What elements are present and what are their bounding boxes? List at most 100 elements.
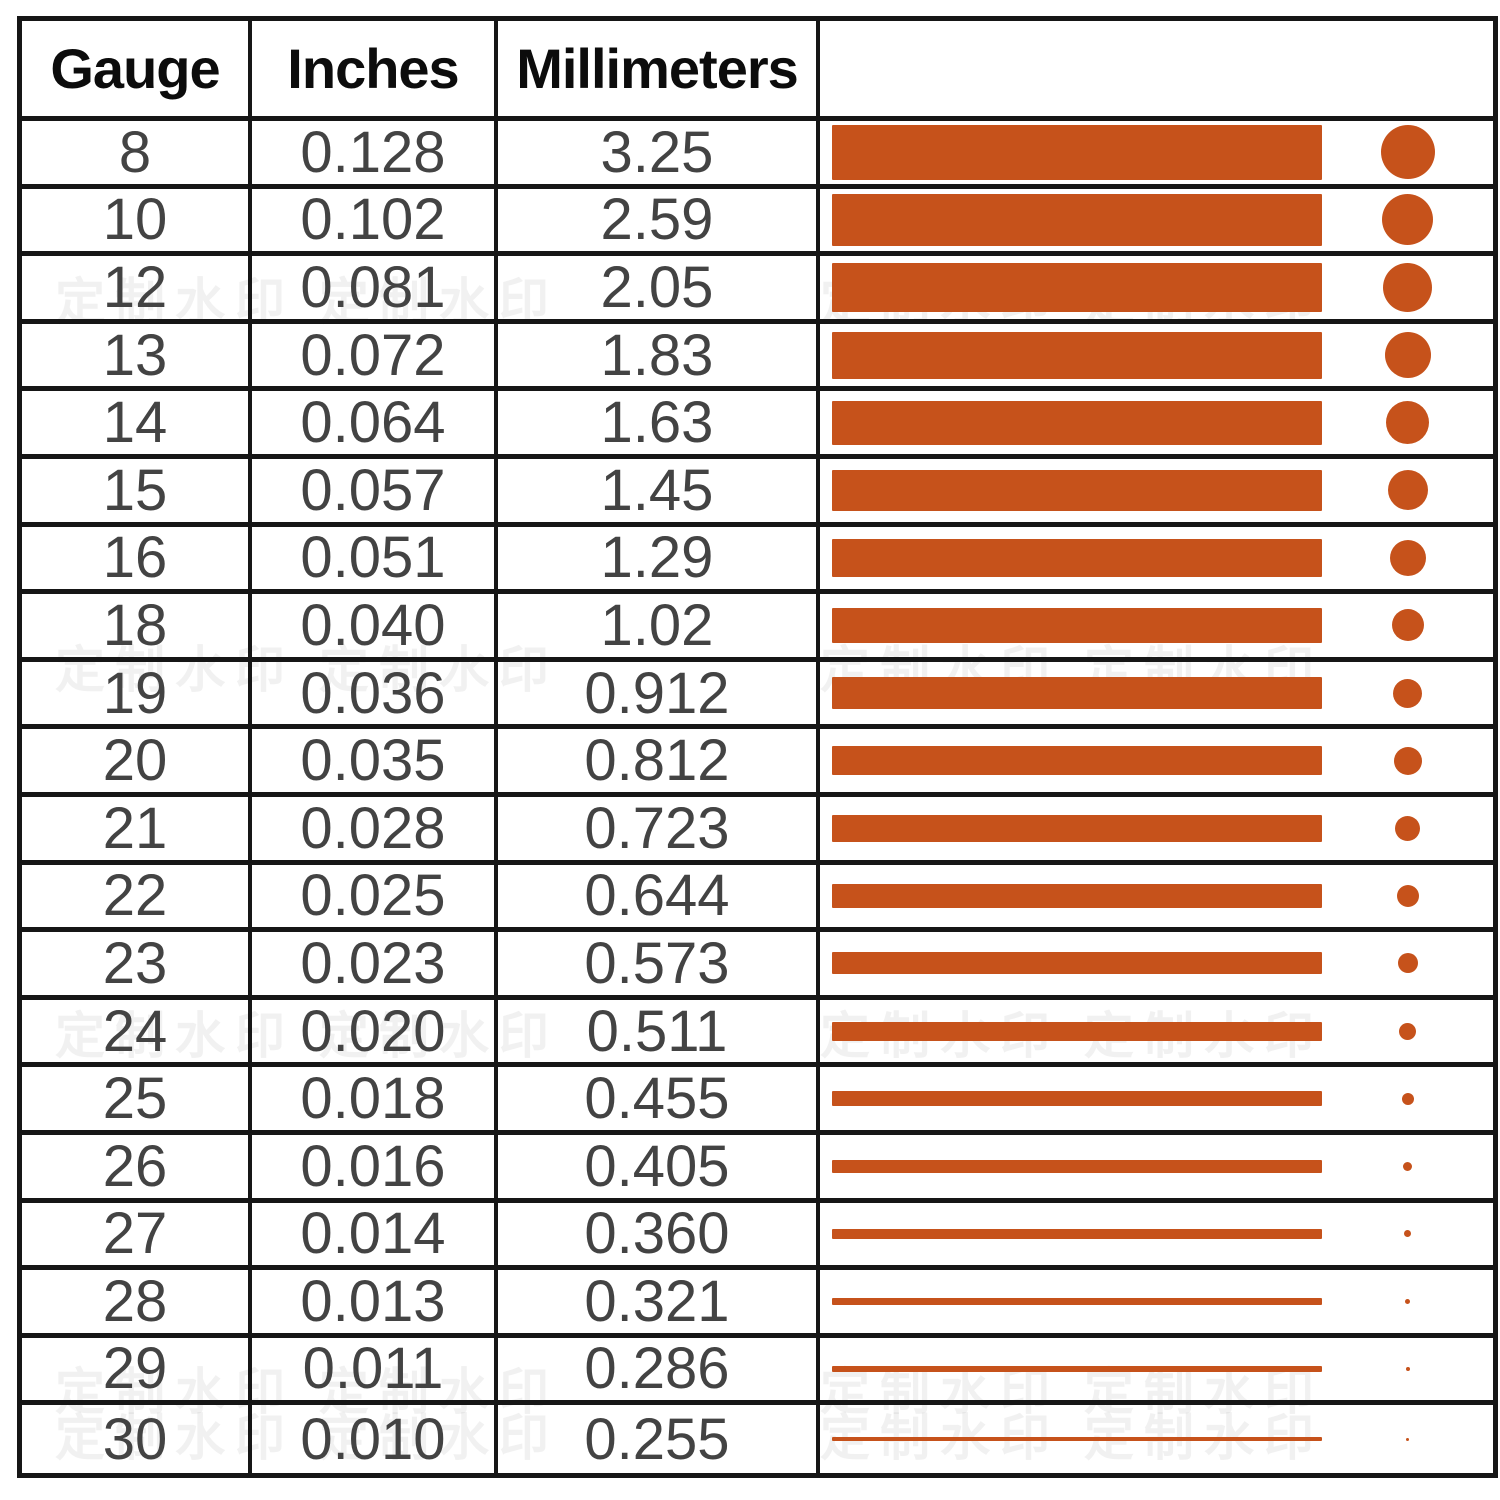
- inches-cell: 0.028: [252, 796, 498, 860]
- wire-thickness-bar: [832, 1159, 1322, 1173]
- wire-diameter-dot: [1386, 401, 1429, 445]
- mm-cell: 1.63: [498, 391, 820, 454]
- wire-diameter-dot: [1397, 953, 1418, 974]
- wire-thickness-bar: [832, 814, 1322, 842]
- table-row: 29 0.011 0.286: [22, 1337, 1493, 1406]
- table-body: 8 0.128 3.25 10 0.102 2.59 12 0.081 2.05 13 0.072 1…: [22, 121, 1493, 1473]
- inches-cell: 0.036: [252, 661, 498, 725]
- inches-cell: 0.016: [252, 1134, 498, 1198]
- wire-diameter-dot: [1395, 815, 1420, 841]
- mm-cell: 1.45: [498, 458, 820, 522]
- table-row: 8 0.128 3.25: [22, 121, 1493, 189]
- gauge-cell: 10: [22, 188, 252, 252]
- inches-cell: 0.064: [252, 391, 498, 454]
- wire-thickness-bar: [832, 952, 1322, 975]
- inches-cell: 0.020: [252, 999, 498, 1063]
- wire-dot-area: [1322, 1161, 1493, 1171]
- gauge-cell: 29: [22, 1337, 252, 1401]
- wire-diameter-dot: [1393, 678, 1422, 708]
- wire-dot-area: [1322, 1366, 1493, 1371]
- wire-dot-area: [1322, 470, 1493, 511]
- wire-thickness-bar: [832, 331, 1322, 379]
- header-inches: Inches: [252, 21, 498, 116]
- wire-thickness-bar: [832, 1091, 1322, 1107]
- table-row: 30 0.010 0.255: [22, 1405, 1493, 1473]
- table-row: 21 0.028 0.723: [22, 796, 1493, 865]
- mm-cell: 0.812: [498, 729, 820, 792]
- wire-diameter-dot: [1406, 1437, 1409, 1441]
- wire-diameter-dot: [1404, 1230, 1411, 1238]
- size-visual-cell: [820, 1067, 1493, 1130]
- wire-dot-area: [1322, 815, 1493, 841]
- gauge-cell: 21: [22, 796, 252, 860]
- gauge-cell: 19: [22, 661, 252, 725]
- size-visual-cell: [820, 324, 1493, 387]
- mm-cell: 3.25: [498, 121, 820, 184]
- inches-cell: 0.072: [252, 323, 498, 387]
- inches-cell: 0.051: [252, 526, 498, 590]
- mm-cell: 0.405: [498, 1134, 820, 1198]
- wire-thickness-bar: [832, 262, 1322, 312]
- table-row: 22 0.025 0.644: [22, 864, 1493, 933]
- gauge-cell: 27: [22, 1202, 252, 1266]
- size-visual-cell: [820, 391, 1493, 454]
- table-row: 16 0.051 1.29: [22, 526, 1493, 595]
- wire-diameter-dot: [1387, 470, 1428, 511]
- size-visual-cell: [820, 1270, 1493, 1333]
- size-visual-cell: [820, 932, 1493, 995]
- inches-cell: 0.081: [252, 256, 498, 319]
- table-row: 14 0.064 1.63: [22, 391, 1493, 459]
- wire-thickness-bar: [832, 1365, 1322, 1372]
- size-visual-cell: [820, 121, 1493, 184]
- wire-dot-area: [1322, 1298, 1493, 1304]
- wire-dot-area: [1322, 884, 1493, 907]
- size-visual-cell: [820, 662, 1493, 725]
- inches-cell: 0.025: [252, 864, 498, 928]
- wire-thickness-bar: [832, 1228, 1322, 1239]
- wire-thickness-bar: [832, 538, 1322, 577]
- gauge-cell: 25: [22, 1067, 252, 1130]
- wire-thickness-bar: [832, 677, 1322, 710]
- size-visual-cell: [820, 1203, 1493, 1266]
- wire-diameter-dot: [1382, 194, 1433, 246]
- table-row: 26 0.016 0.405: [22, 1134, 1493, 1203]
- gauge-cell: 15: [22, 458, 252, 522]
- gauge-cell: 24: [22, 999, 252, 1063]
- wire-diameter-dot: [1405, 1298, 1410, 1304]
- gauge-cell: 8: [22, 121, 252, 184]
- table-row: 27 0.014 0.360: [22, 1202, 1493, 1271]
- inches-cell: 0.023: [252, 932, 498, 995]
- mm-cell: 0.255: [498, 1405, 820, 1473]
- wire-diameter-dot: [1383, 262, 1432, 312]
- header-visual: [820, 21, 1493, 116]
- inches-cell: 0.128: [252, 121, 498, 184]
- size-visual-cell: [820, 797, 1493, 860]
- table-row: 12 0.081 2.05: [22, 256, 1493, 324]
- inches-cell: 0.013: [252, 1270, 498, 1333]
- mm-cell: 0.321: [498, 1270, 820, 1333]
- gauge-cell: 30: [22, 1405, 252, 1473]
- wire-thickness-bar: [832, 193, 1322, 246]
- wire-dot-area: [1322, 1022, 1493, 1040]
- wire-diameter-dot: [1401, 1092, 1414, 1105]
- table-row: 10 0.102 2.59: [22, 188, 1493, 257]
- gauge-cell: 22: [22, 864, 252, 928]
- size-visual-cell: [820, 865, 1493, 928]
- wire-dot-area: [1322, 678, 1493, 708]
- size-visual-cell: [820, 256, 1493, 319]
- mm-cell: 0.511: [498, 999, 820, 1063]
- size-visual-cell: [820, 729, 1493, 792]
- gauge-cell: 13: [22, 323, 252, 387]
- wire-thickness-bar: [832, 1297, 1322, 1305]
- size-visual-cell: [820, 1405, 1493, 1473]
- size-visual-cell: [820, 189, 1493, 252]
- mm-cell: 0.360: [498, 1202, 820, 1266]
- wire-thickness-bar: [832, 746, 1322, 776]
- wire-diameter-dot: [1396, 884, 1419, 907]
- table-row: 13 0.072 1.83: [22, 323, 1493, 392]
- table-row: 24 0.020 0.511: [22, 999, 1493, 1068]
- mm-cell: 1.02: [498, 594, 820, 657]
- gauge-table: Gauge Inches Millimeters 8 0.128 3.25 10 0.1…: [17, 16, 1498, 1478]
- mm-cell: 1.29: [498, 526, 820, 590]
- wire-dot-area: [1322, 125, 1493, 180]
